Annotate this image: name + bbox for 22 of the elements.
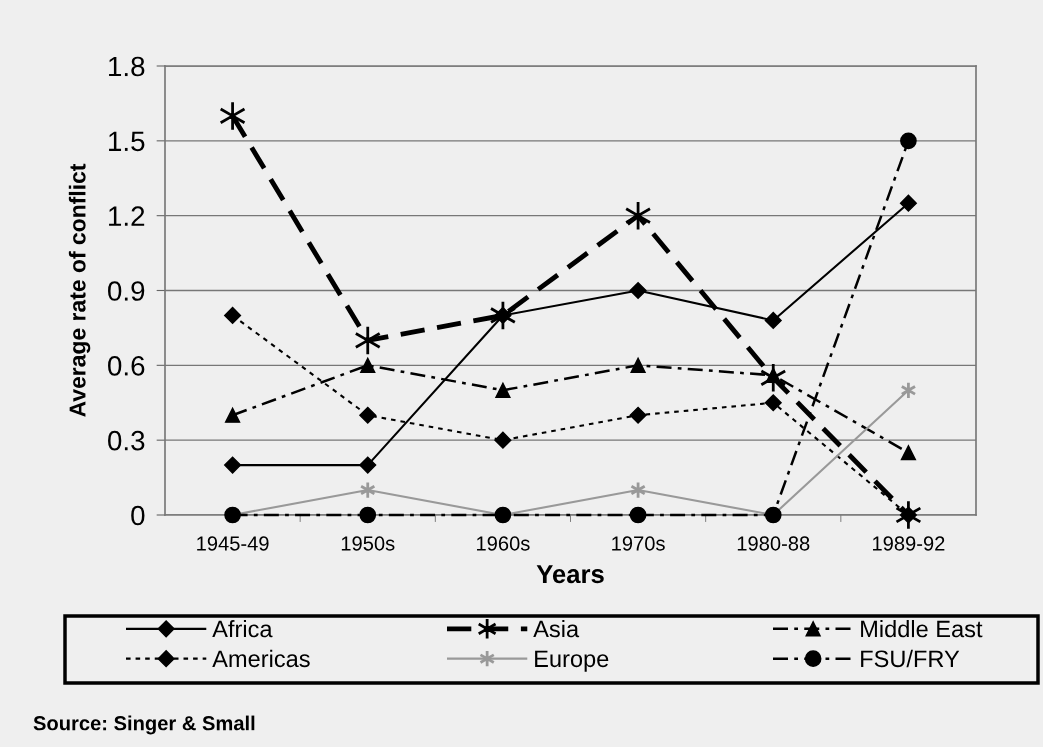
y-tick-label: 0 [131, 505, 145, 526]
y-tick-label: 0.6 [108, 356, 145, 376]
x-tick-label: 1945-49 [197, 536, 269, 551]
y-tick-label: 1.8 [109, 56, 145, 77]
y-tick-label: 0.3 [108, 430, 145, 451]
legend-label: Africa [212, 620, 273, 638]
x-tick-label: 1980-88 [737, 536, 810, 551]
legend-label: Americas [212, 649, 310, 668]
y-tick-label: 1.2 [109, 206, 145, 226]
x-tick-label: 1960s [477, 536, 530, 551]
legend-label: FSU/FRY [861, 649, 960, 668]
source-note: Source: Singer & Small [33, 715, 255, 735]
y-tick-label: 0.9 [108, 281, 145, 301]
x-tick-label: 1970s [612, 536, 665, 551]
legend-label: Europe [535, 650, 609, 672]
x-axis-title: Years [536, 565, 604, 584]
x-tick-label: 1989-92 [873, 536, 945, 551]
y-axis-title: Average rate of conflict [68, 163, 91, 417]
y-tick-label: 1.5 [109, 131, 145, 152]
legend-label: Asia [533, 620, 580, 638]
x-tick-label: 1950s [341, 536, 395, 551]
legend-label: Middle East [861, 620, 983, 638]
